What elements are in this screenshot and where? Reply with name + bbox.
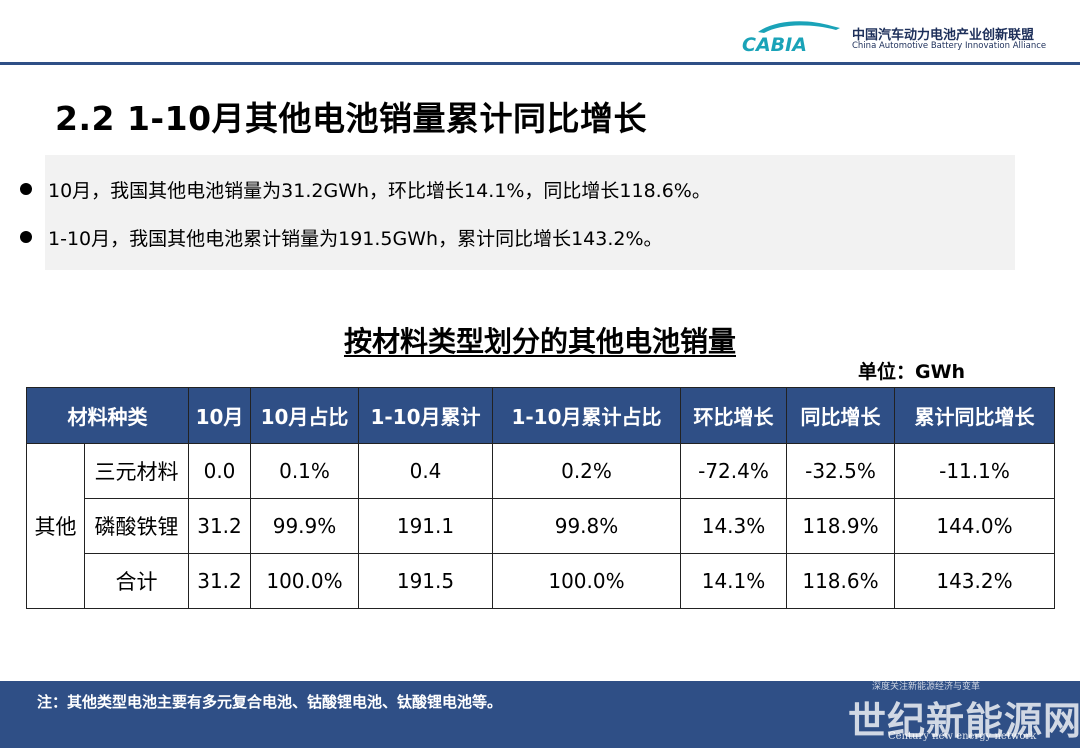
summary-bullet-2: 1-10月，我国其他电池累计销量为191.5GWh，累计同比增长143.2%。 [20, 224, 663, 251]
table-cell: 99.8% [492, 498, 681, 554]
table-cell: 100.0% [250, 553, 359, 609]
table-header-row: 材料种类 10月 10月占比 1-10月累计 1-10月累计占比 环比增长 同比… [26, 387, 1055, 444]
material-cell: 磷酸铁锂 [84, 498, 189, 554]
material-cell: 三元材料 [84, 443, 189, 499]
table-cell: 99.9% [250, 498, 359, 554]
table-cell: 144.0% [894, 498, 1055, 554]
summary-panel [45, 155, 1015, 270]
table-cell: 14.1% [680, 553, 787, 609]
table-cell: 0.2% [492, 443, 681, 499]
table-cell: -72.4% [680, 443, 787, 499]
summary-bullet-1: 10月，我国其他电池销量为31.2GWh，环比增长14.1%，同比增长118.6… [20, 176, 711, 203]
table-cell: 0.1% [250, 443, 359, 499]
header-cell: 1-10月累计占比 [492, 387, 681, 444]
header-cell: 10月 [188, 387, 251, 444]
table-cell: 14.3% [680, 498, 787, 554]
table-cell: 143.2% [894, 553, 1055, 609]
table-cell: 191.5 [358, 553, 493, 609]
header-rule [0, 62, 1080, 65]
material-cell: 合计 [84, 553, 189, 609]
footer-note: 注：其他类型电池主要有多元复合电池、钴酸锂电池、钛酸锂电池等。 [37, 693, 503, 711]
bullet-dot-icon [20, 183, 32, 195]
logo-wordmark: CABIA [742, 34, 807, 54]
watermark-tagline: 深度关注新能源经济与变革 [872, 682, 981, 692]
table-row: 合计 31.2 100.0% 191.5 100.0% 14.1% 118.6%… [27, 553, 1055, 609]
group-label-cell: 其他 [26, 443, 85, 609]
table-row: 其他 三元材料 0.0 0.1% 0.4 0.2% -72.4% -32.5% … [26, 443, 1055, 609]
header-cell: 10月占比 [250, 387, 359, 444]
table-cell: 31.2 [188, 553, 251, 609]
header-cell: 累计同比增长 [894, 387, 1055, 444]
watermark-name: 世纪新能源网 [848, 698, 1080, 743]
table-title-text: 按材料类型划分的其他电池销量 [343, 325, 736, 358]
table-unit: 单位：GWh [858, 361, 966, 383]
cabia-logo-icon: CABIA [742, 21, 840, 54]
table-cell: 118.6% [786, 553, 895, 609]
table-cell: 118.9% [786, 498, 895, 554]
bullet-text: 10月，我国其他电池销量为31.2GWh，环比增长14.1%，同比增长118.6… [48, 180, 711, 202]
header-cell: 同比增长 [786, 387, 895, 444]
table-cell: 100.0% [492, 553, 681, 609]
org-name-en: China Automotive Battery Innovation Alli… [852, 41, 1047, 51]
sales-table: 材料种类 10月 10月占比 1-10月累计 1-10月累计占比 环比增长 同比… [26, 387, 1055, 609]
header-cell: 1-10月累计 [358, 387, 493, 444]
table-cell: -11.1% [894, 443, 1055, 499]
bullet-text: 1-10月，我国其他电池累计销量为191.5GWh，累计同比增长143.2%。 [48, 228, 663, 250]
footer-bar [0, 681, 1080, 748]
header-cell: 材料种类 [26, 387, 189, 444]
table-title: 按材料类型划分的其他电池销量 [0, 320, 1080, 360]
header-cell: 环比增长 [680, 387, 787, 444]
table-cell: 191.1 [358, 498, 493, 554]
table-cell: 0.0 [188, 443, 251, 499]
org-name-cn: 中国汽车动力电池产业创新联盟 [852, 28, 1035, 43]
page-title: 2.2 1-10月其他电池销量累计同比增长 [55, 99, 648, 138]
header-bar: CABIA 中国汽车动力电池产业创新联盟 China Automotive Ba… [0, 0, 1080, 66]
bullet-dot-icon [20, 231, 32, 243]
table-cell: -32.5% [786, 443, 895, 499]
cabia-logo: CABIA 中国汽车动力电池产业创新联盟 China Automotive Ba… [740, 14, 1046, 58]
table-cell: 31.2 [188, 498, 251, 554]
table-cell: 0.4 [358, 443, 493, 499]
watermark-name-en: Century new energy network [888, 731, 1037, 742]
table-row: 磷酸铁锂 31.2 99.9% 191.1 99.8% 14.3% 118.9%… [27, 498, 1055, 554]
